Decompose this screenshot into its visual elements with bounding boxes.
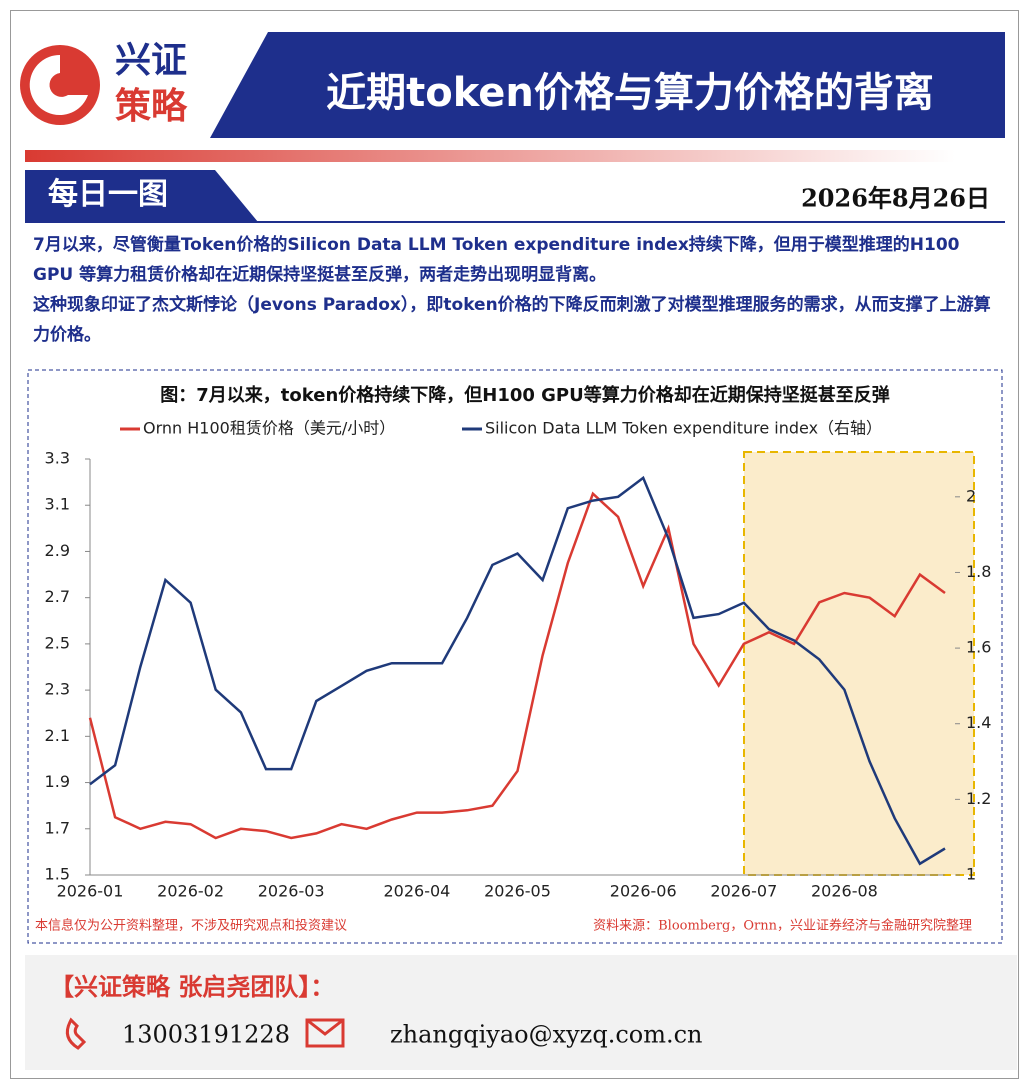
y-tick-label: 2.3 bbox=[45, 680, 70, 699]
body-text: 7月以来，尽管衡量Token价格的Silicon Data LLM Token … bbox=[33, 230, 998, 350]
x-tick-label: 2026-03 bbox=[258, 882, 325, 901]
y2-tick-label: 1.6 bbox=[966, 638, 991, 657]
note-right: 资料来源：Bloomberg，Ornn，兴业证券经济与金融研究院整理 bbox=[593, 918, 972, 934]
section-label: 每日一图 bbox=[48, 177, 168, 212]
y2-tick-label: 1.8 bbox=[966, 562, 991, 581]
logo-swirl bbox=[29, 54, 88, 115]
legend-label: Silicon Data LLM Token expenditure index… bbox=[485, 419, 882, 438]
logo-top: 兴证 bbox=[115, 40, 187, 81]
x-tick-label: 2026-01 bbox=[57, 882, 124, 901]
paragraph: 这种现象印证了杰文斯悖论（Jevons Paradox），即token价格的下降… bbox=[33, 295, 991, 345]
y-tick-label: 2.5 bbox=[45, 633, 70, 652]
y-tick-label: 1.9 bbox=[45, 772, 70, 791]
email: zhangqiyao@xyzq.com.cn bbox=[390, 1021, 703, 1049]
paragraph: 7月以来，尽管衡量Token价格的Silicon Data LLM Token … bbox=[33, 235, 960, 285]
footer-bg bbox=[25, 955, 1017, 1070]
team: 【兴证策略 张启尧团队】： bbox=[50, 973, 334, 1001]
phone-icon bbox=[65, 1017, 87, 1050]
mail-icon bbox=[305, 1018, 345, 1048]
logo-bottom: 策略 bbox=[115, 86, 188, 127]
y-tick-label: 1.7 bbox=[45, 818, 70, 837]
y-tick-label: 2.1 bbox=[45, 726, 70, 745]
y-tick-label: 3.3 bbox=[45, 449, 70, 468]
y2-tick-label: 2 bbox=[966, 486, 976, 505]
note-left: 本信息仅为公开资料整理，不涉及研究观点和投资建议 bbox=[35, 918, 347, 934]
title-banner bbox=[210, 32, 1005, 138]
report-date: 2026年8月26日 bbox=[801, 184, 990, 213]
y-tick-label: 3.1 bbox=[45, 495, 70, 514]
y-tick-label: 2.7 bbox=[45, 587, 70, 606]
x-tick-label: 2026-02 bbox=[157, 882, 224, 901]
highlight-region bbox=[743, 451, 975, 876]
x-tick-label: 2026-06 bbox=[610, 882, 677, 901]
y-tick-label: 1.5 bbox=[45, 865, 70, 884]
x-tick-label: 2026-04 bbox=[383, 882, 450, 901]
phone: 13003191228 bbox=[122, 1021, 290, 1049]
mail-flap bbox=[306, 1018, 344, 1036]
chart-frame bbox=[27, 369, 1003, 944]
legend-label: Ornn H100租赁价格（美元/小时） bbox=[143, 419, 395, 438]
section-tab bbox=[25, 170, 258, 222]
series-line bbox=[89, 475, 946, 866]
x-tick-label: 2026-08 bbox=[811, 882, 878, 901]
x-tick-label: 2026-07 bbox=[710, 882, 777, 901]
y2-tick-label: 1 bbox=[966, 865, 976, 884]
frame bbox=[10, 10, 1019, 1079]
chart-title: 图：7月以来，token价格持续下降，但H100 GPU等算力价格却在近期保持坚… bbox=[160, 384, 890, 406]
series-line bbox=[88, 491, 946, 840]
x-tick-label: 2026-05 bbox=[484, 882, 551, 901]
y-tick-label: 2.9 bbox=[45, 541, 70, 560]
y2-tick-label: 1.2 bbox=[966, 789, 991, 808]
y2-tick-label: 1.4 bbox=[966, 713, 991, 732]
divider bbox=[25, 150, 955, 162]
page-title: 近期token价格与算力价格的背离 bbox=[326, 70, 934, 116]
